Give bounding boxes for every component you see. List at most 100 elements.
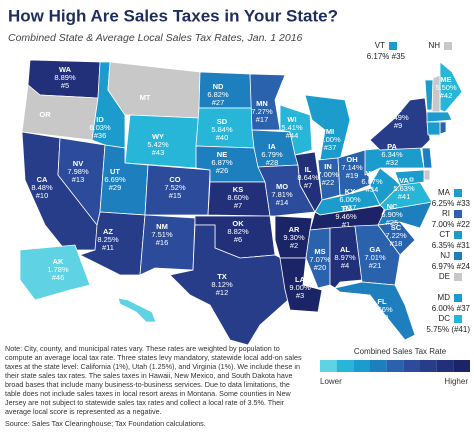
state-abbr: GA: [369, 245, 381, 254]
state-swatch: [454, 210, 462, 218]
state-rank: #3: [296, 291, 304, 300]
state-shape: [409, 177, 414, 182]
state-abbr: WY: [152, 132, 164, 141]
states: [19, 59, 463, 346]
state-rank: #1: [342, 220, 350, 229]
state-rank: #2: [290, 241, 298, 250]
state-rank: #34: [366, 185, 379, 194]
state-abbr: WI: [287, 115, 296, 124]
state-rate: 7.00%: [432, 220, 455, 229]
state-shape: [107, 61, 201, 119]
state-abbr: NV: [73, 159, 83, 168]
state-rate: 7.07%: [309, 255, 331, 264]
state-rank: #37: [324, 143, 337, 152]
state-rate: 7.00%: [317, 170, 339, 179]
legend-swatch: [370, 360, 387, 372]
state-rate: 6.79%: [261, 150, 283, 159]
state-rate: 9.46%: [335, 212, 357, 221]
state-rate: 8.12%: [211, 280, 233, 289]
state-abbr: MA: [438, 188, 451, 197]
state-rank: #24: [457, 262, 471, 271]
state-rank: #33: [457, 199, 471, 208]
state-abbr: NC: [387, 202, 398, 211]
state-rate: 6.00%: [339, 195, 361, 204]
state-abbr: SC: [391, 223, 402, 232]
state-rate: 5.75%: [426, 325, 449, 334]
state-rate-rank: 6.17% #35: [367, 52, 406, 61]
state-rank: #37: [457, 304, 471, 313]
state-abbr: MN: [256, 99, 268, 108]
state-abbr: AL: [340, 245, 350, 254]
state-abbr: NM: [156, 222, 168, 231]
state-shape: [249, 73, 286, 131]
state-rate: 6.00%: [319, 135, 341, 144]
state-rank: #14: [276, 198, 289, 207]
state-abbr: TX: [217, 272, 227, 281]
state-abbr: WV: [366, 169, 378, 178]
state-shape: [426, 121, 441, 136]
legend-swatch: [353, 360, 370, 372]
note: Note: City, county, and municipal rates …: [5, 344, 302, 416]
state-abbr: IN: [324, 162, 332, 171]
state-abbr: CT: [439, 230, 450, 239]
title: How High Are Sales Taxes in Your State?: [8, 6, 338, 25]
state-rate-rank: 6.97% #24: [432, 262, 471, 271]
state-rate: 6.90%: [381, 210, 403, 219]
state-rank: #4: [341, 261, 349, 270]
state-shape: [423, 169, 431, 181]
state-rank: #16: [156, 238, 169, 247]
state-abbr: ME: [440, 75, 451, 84]
legend-swatch: [453, 360, 470, 372]
state-rate: 5.42%: [147, 140, 169, 149]
state-rate-rank: 6.25% #33: [432, 199, 471, 208]
state-rank: #7: [304, 181, 312, 190]
state-rate: 8.82%: [227, 227, 249, 236]
state-abbr: CO: [169, 175, 180, 184]
legend-swatch: [386, 360, 404, 372]
state-rank: #10: [36, 191, 49, 200]
state-swatch: [444, 42, 452, 50]
state-rate-rank: 6.00% #37: [432, 304, 471, 313]
state-rank: #15: [169, 191, 182, 200]
state-rate: 7.81%: [271, 190, 293, 199]
state-rank: #37: [344, 203, 357, 212]
state-abbr: MT: [140, 93, 151, 102]
state-rank: #9: [394, 121, 402, 130]
state-rate: 6.87%: [211, 158, 233, 167]
state-rate: 6.17%: [367, 52, 390, 61]
state-rank: #42: [440, 91, 453, 100]
state-abbr: NY: [393, 105, 403, 114]
state-rank: #45: [139, 295, 152, 304]
state-rank: #12: [216, 288, 229, 297]
state-rate: 8.89%: [54, 73, 76, 82]
state-abbr: DE: [439, 272, 450, 281]
state-rank: #36: [94, 131, 107, 140]
state-rate: 7.51%: [151, 230, 173, 239]
state-abbr: KS: [233, 185, 243, 194]
state-abbr: OR: [39, 110, 51, 119]
state-rate: 7.22%: [385, 231, 407, 240]
state-shape: [439, 121, 447, 135]
state-abbr: OH: [346, 155, 357, 164]
state-rate: 8.48%: [31, 183, 53, 192]
state-abbr: IA: [268, 142, 276, 151]
state-shape: [426, 111, 453, 123]
state-shape: [279, 257, 323, 313]
state-rate: 7.14%: [341, 163, 363, 172]
state-rate: 6.25%: [432, 199, 455, 208]
state-abbr: ID: [96, 115, 104, 124]
state-abbr: NJ: [440, 251, 450, 260]
state-rate: 6.34%: [381, 150, 403, 159]
state-swatch: [454, 315, 462, 323]
state-rate: 8.60%: [227, 193, 249, 202]
state-abbr: FL: [377, 297, 387, 306]
state-rank: #28: [266, 158, 279, 167]
state-rank: #26: [216, 166, 229, 175]
state-rate: 5.50%: [435, 83, 457, 92]
state-labels: WA8.89%#5ORCA8.48%#10NV7.98%#13ID6.03%#3…: [31, 41, 470, 334]
state-rate: 6.82%: [207, 90, 229, 99]
state-abbr: RI: [442, 209, 450, 218]
state-abbr: SD: [217, 117, 228, 126]
state-rank: #43: [152, 148, 165, 157]
state-rate: 6.69%: [104, 175, 126, 184]
